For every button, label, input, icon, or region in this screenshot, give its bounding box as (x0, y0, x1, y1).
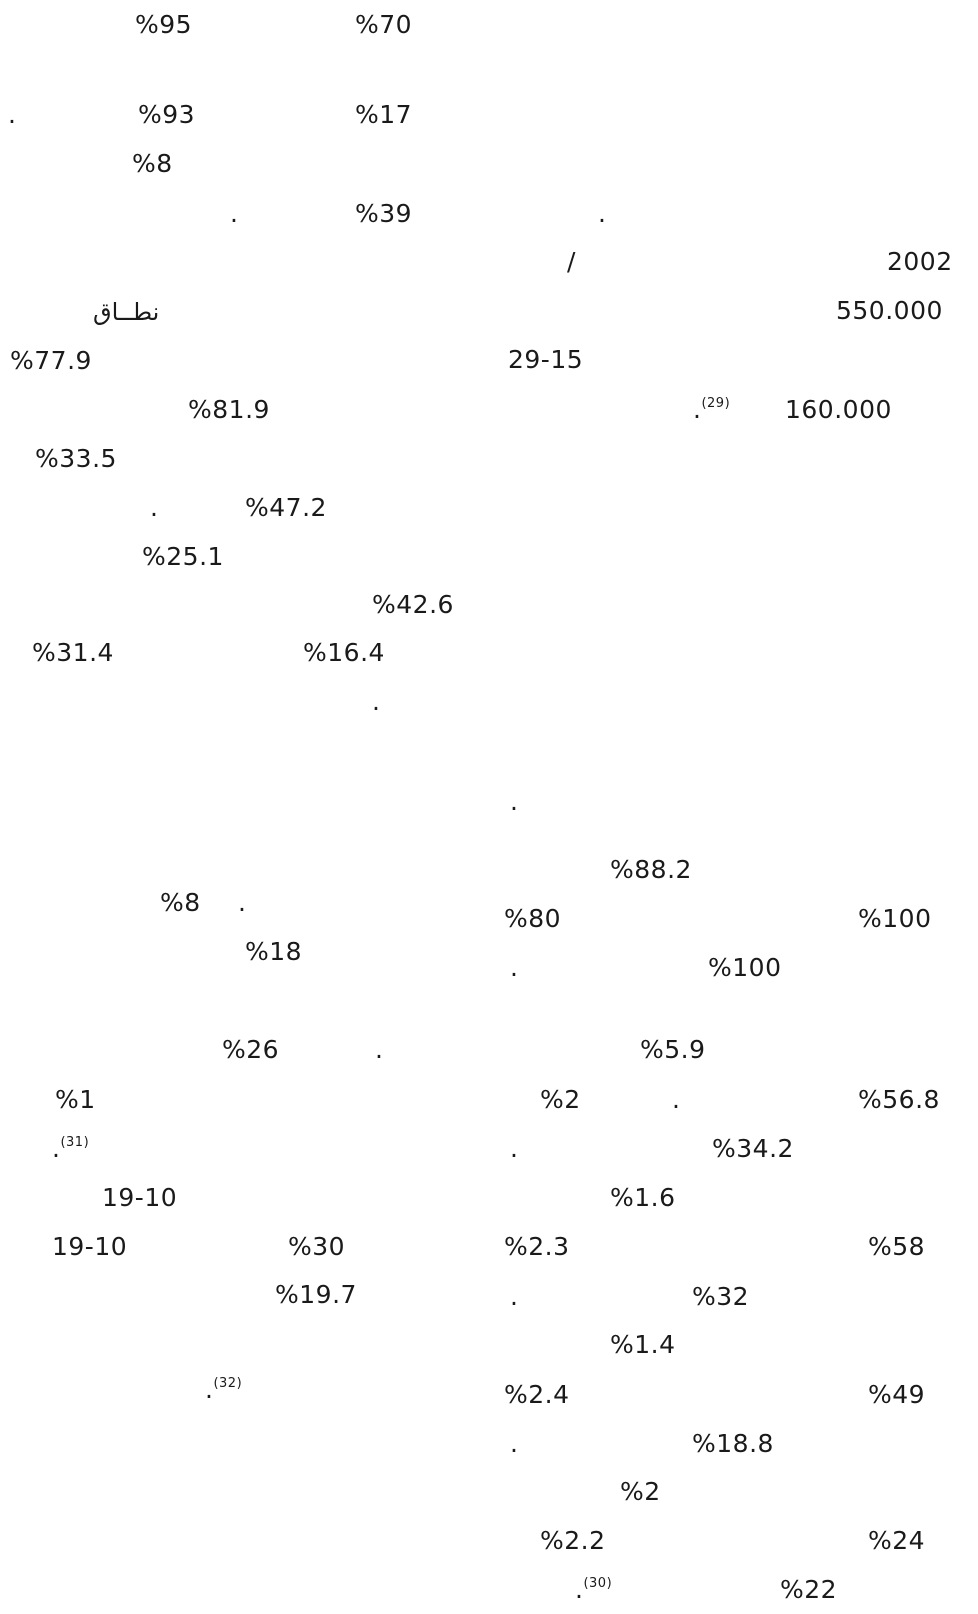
figure: 19-10 (102, 1183, 178, 1212)
figure: 550.000 (836, 296, 943, 325)
figure: %100 (708, 953, 782, 982)
punctuation: . (575, 1575, 584, 1604)
punctuation: . (510, 1429, 519, 1458)
figure: %32 (692, 1282, 750, 1311)
punctuation: . (205, 1375, 214, 1404)
footnote-number: (32) (213, 1375, 243, 1391)
figure: %95 (135, 10, 193, 39)
footnote-number: (29) (701, 395, 731, 411)
figure: %17 (355, 100, 413, 129)
punctuation: . (230, 199, 239, 228)
figure: %33.5 (35, 444, 117, 473)
figure: %80 (504, 904, 562, 933)
punctuation: . (693, 395, 702, 424)
figure: %2 (540, 1085, 581, 1114)
figure: %18.8 (692, 1429, 774, 1458)
arabic-word: نطــاق (93, 298, 160, 326)
figure: %1 (55, 1085, 96, 1114)
footnote-reference: .(30) (575, 1575, 612, 1605)
punctuation: . (150, 493, 159, 522)
figure: %8 (132, 149, 173, 178)
figure: 19-10 (52, 1232, 128, 1261)
figure: %18 (245, 937, 303, 966)
figure: %24 (868, 1526, 926, 1555)
punctuation: . (238, 888, 247, 917)
figure: %16.4 (303, 638, 385, 667)
figure: %5.9 (640, 1035, 706, 1064)
punctuation: . (510, 787, 519, 816)
punctuation: . (510, 1282, 519, 1311)
footnote-reference: .(31) (52, 1134, 89, 1164)
figure: %2 (620, 1477, 661, 1506)
figure: %42.6 (372, 590, 454, 619)
footnote-number: (31) (60, 1134, 90, 1150)
figure: %2.4 (504, 1380, 570, 1409)
footnote-number: (30) (583, 1575, 613, 1591)
figure: %93 (138, 100, 196, 129)
punctuation: . (510, 1134, 519, 1163)
age-range: 29-15 (508, 345, 584, 374)
punctuation: . (672, 1085, 681, 1114)
figure: %1.4 (610, 1330, 676, 1359)
footnote-reference: .(32) (205, 1375, 242, 1405)
figure: %81.9 (188, 395, 270, 424)
slash: / (567, 247, 576, 276)
punctuation: . (8, 100, 17, 129)
figure: %30 (288, 1232, 346, 1261)
punctuation: . (598, 199, 607, 228)
punctuation: . (510, 953, 519, 982)
figure: %8 (160, 888, 201, 917)
figure: %77.9 (10, 346, 92, 375)
figure: %34.2 (712, 1134, 794, 1163)
figure: %100 (858, 904, 932, 933)
figure: %2.2 (540, 1526, 606, 1555)
figure: %2.3 (504, 1232, 570, 1261)
figure: %22 (780, 1575, 838, 1604)
year: 2002 (887, 247, 953, 276)
figure: %47.2 (245, 493, 327, 522)
footnote-reference: .(29) (693, 395, 730, 425)
figure: %88.2 (610, 855, 692, 884)
figure: %39 (355, 199, 413, 228)
figure: %49 (868, 1380, 926, 1409)
figure: 160.000 (785, 395, 892, 424)
figure: %1.6 (610, 1183, 676, 1212)
figure: %25.1 (142, 542, 224, 571)
punctuation: . (375, 1035, 384, 1064)
figure: %58 (868, 1232, 926, 1261)
punctuation: . (52, 1134, 61, 1163)
figure: %26 (222, 1035, 280, 1064)
figure: %56.8 (858, 1085, 940, 1114)
figure: %19.7 (275, 1280, 357, 1309)
figure: %31.4 (32, 638, 114, 667)
figure: %70 (355, 10, 413, 39)
punctuation: . (372, 687, 381, 716)
